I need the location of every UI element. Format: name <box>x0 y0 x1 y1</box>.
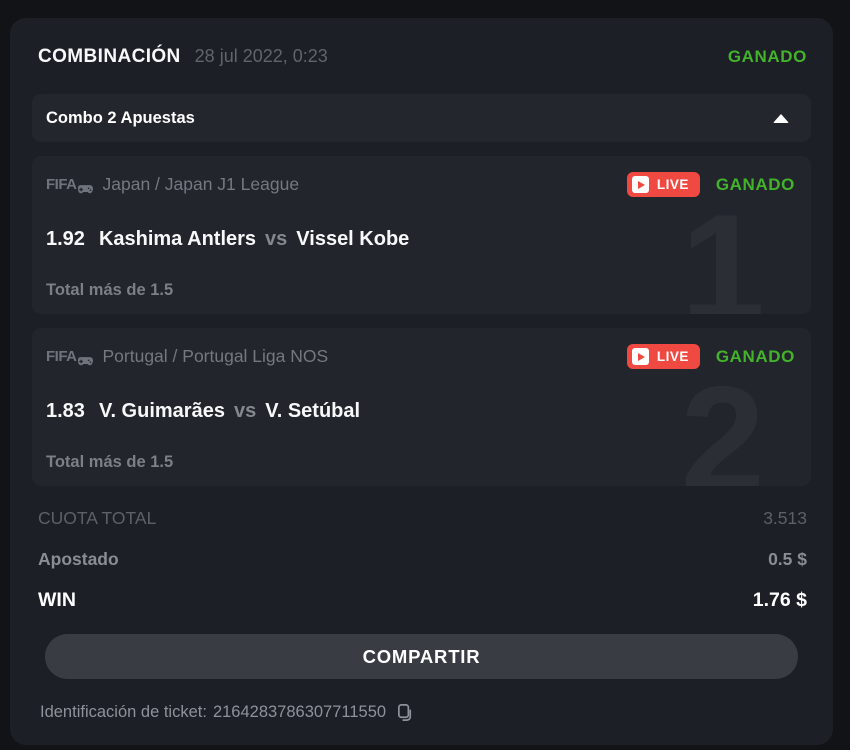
summary-value: 1.76 $ <box>752 589 807 611</box>
copy-icon[interactable] <box>396 703 415 722</box>
away-team: V. Setúbal <box>265 399 361 422</box>
play-icon <box>631 348 649 365</box>
summary-label: CUOTA TOTAL <box>38 508 157 528</box>
leg-number-watermark: 2 <box>680 355 765 486</box>
live-badge: LIVE <box>626 172 700 197</box>
share-button[interactable]: COMPARTIR <box>45 634 798 679</box>
combo-toggle-bar[interactable]: Combo 2 Apuestas <box>32 94 811 142</box>
ticket-datetime: 28 jul 2022, 0:23 <box>194 46 328 66</box>
ticket-header: COMBINACIÓN 28 jul 2022, 0:23 GANADO <box>32 18 811 88</box>
match-line: 1.83 V. Guimarães vs V. Setúbal <box>46 400 795 423</box>
ticket-summary: CUOTA TOTAL 3.513 Apostado 0.5 $ WIN 1.7… <box>32 486 811 621</box>
vs-label: vs <box>233 399 257 422</box>
bet-ticket-card: COMBINACIÓN 28 jul 2022, 0:23 GANADO Com… <box>10 18 833 745</box>
chevron-up-icon[interactable] <box>773 113 789 123</box>
live-badge: LIVE <box>626 344 700 369</box>
play-icon <box>631 176 649 193</box>
home-team: Kashima Antlers <box>98 227 257 250</box>
market-label: Total más de 1.5 <box>46 281 174 299</box>
bet-leg-1: 1 FIFA Japan / Japan J1 League <box>32 156 811 314</box>
bet-leg-2: 2 FIFA Portugal / Portugal Liga NOS <box>32 328 811 486</box>
league-name: Japan / Japan J1 League <box>102 174 300 194</box>
summary-row-total-odds: CUOTA TOTAL 3.513 <box>38 498 807 539</box>
ticket-id-label: Identificación de ticket: <box>40 703 207 721</box>
match-line: 1.92 Kashima Antlers vs Vissel Kobe <box>46 228 795 251</box>
gamepad-icon <box>77 185 93 194</box>
league-name: Portugal / Portugal Liga NOS <box>102 346 329 366</box>
gamepad-icon <box>77 357 93 366</box>
ticket-id-value: 2164283786307711550 <box>212 703 387 721</box>
ticket-id-line: Identificación de ticket: 21642837863077… <box>32 703 811 722</box>
summary-label: WIN <box>38 589 76 611</box>
summary-value: 3.513 <box>763 508 807 528</box>
odds-value: 1.83 <box>46 399 85 422</box>
fifa-esports-icon: FIFA <box>46 176 93 194</box>
ticket-type-title: COMBINACIÓN <box>38 46 181 67</box>
summary-row-stake: Apostado 0.5 $ <box>38 539 807 580</box>
vs-label: vs <box>265 227 288 250</box>
ticket-status-badge: GANADO <box>727 47 807 66</box>
away-team: Vissel Kobe <box>296 227 410 250</box>
leg-status-badge: GANADO <box>715 346 795 366</box>
market-label: Total más de 1.5 <box>46 453 174 471</box>
leg-number-watermark: 1 <box>680 183 765 314</box>
fifa-esports-icon: FIFA <box>46 348 93 366</box>
summary-row-win: WIN 1.76 $ <box>38 580 807 621</box>
combo-label: Combo 2 Apuestas <box>46 108 195 127</box>
leg-status-badge: GANADO <box>715 174 795 194</box>
summary-label: Apostado <box>38 549 119 569</box>
summary-value: 0.5 $ <box>768 549 807 569</box>
home-team: V. Guimarães <box>98 399 225 422</box>
odds-value: 1.92 <box>46 227 85 250</box>
